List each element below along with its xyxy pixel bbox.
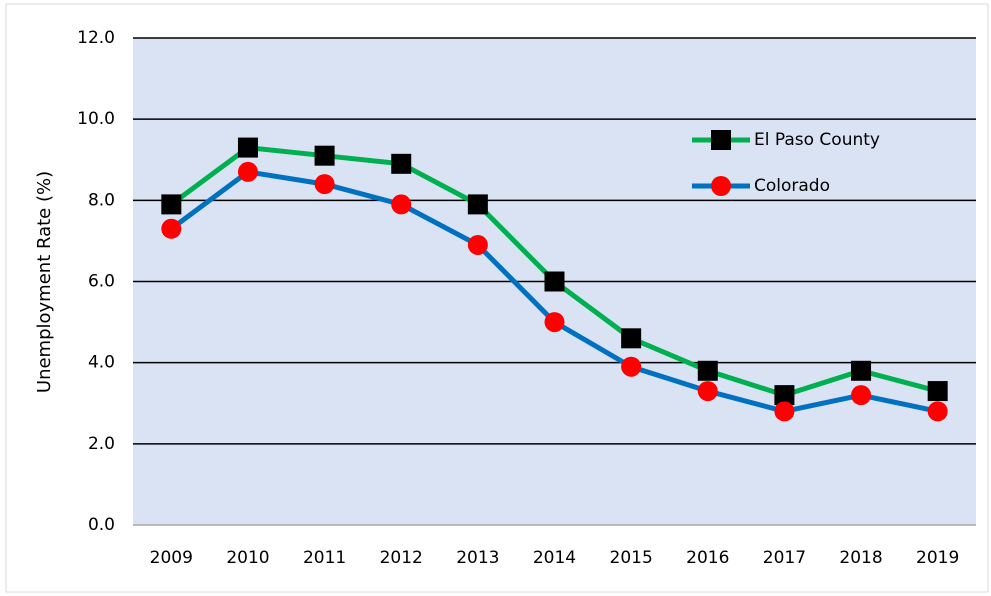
x-tick-label: 2009 <box>150 548 193 568</box>
legend-label: Colorado <box>754 176 830 196</box>
y-tick-label: 8.0 <box>88 190 115 210</box>
data-point <box>697 381 718 402</box>
data-point <box>621 328 642 349</box>
x-tick-label: 2014 <box>533 548 576 568</box>
data-point <box>697 360 718 381</box>
data-point <box>237 137 258 158</box>
x-tick-label: 2010 <box>226 548 269 568</box>
data-point <box>774 385 795 406</box>
y-tick-label: 0.0 <box>88 515 115 535</box>
data-point <box>391 194 412 215</box>
y-tick-label: 4.0 <box>88 353 115 373</box>
data-point <box>161 194 182 215</box>
y-axis-label: Unemployment Rate (%) <box>34 171 55 393</box>
y-tick-label: 10.0 <box>77 109 115 129</box>
legend-marker <box>711 176 731 196</box>
data-point <box>161 218 182 239</box>
data-point <box>237 161 258 182</box>
legend-label: El Paso County <box>754 130 880 150</box>
y-tick-label: 2.0 <box>88 434 115 454</box>
x-tick-label: 2013 <box>456 548 499 568</box>
x-tick-label: 2017 <box>763 548 806 568</box>
legend-marker <box>711 130 731 150</box>
y-tick-label: 6.0 <box>88 272 115 292</box>
x-tick-label: 2016 <box>686 548 729 568</box>
y-tick-label: 12.0 <box>77 28 115 48</box>
data-point <box>621 356 642 377</box>
data-point <box>314 145 335 166</box>
data-point <box>314 174 335 195</box>
x-tick-label: 2012 <box>380 548 423 568</box>
data-point <box>774 401 795 422</box>
data-point <box>544 271 565 292</box>
data-point <box>851 360 872 381</box>
data-point <box>467 194 488 215</box>
x-tick-label: 2019 <box>916 548 959 568</box>
x-tick-label: 2018 <box>839 548 882 568</box>
x-tick-label: 2011 <box>303 548 346 568</box>
data-point <box>467 234 488 255</box>
data-point <box>544 312 565 333</box>
data-point <box>927 401 948 422</box>
data-point <box>927 381 948 402</box>
x-tick-label: 2015 <box>610 548 653 568</box>
data-point <box>851 385 872 406</box>
data-point <box>391 153 412 174</box>
